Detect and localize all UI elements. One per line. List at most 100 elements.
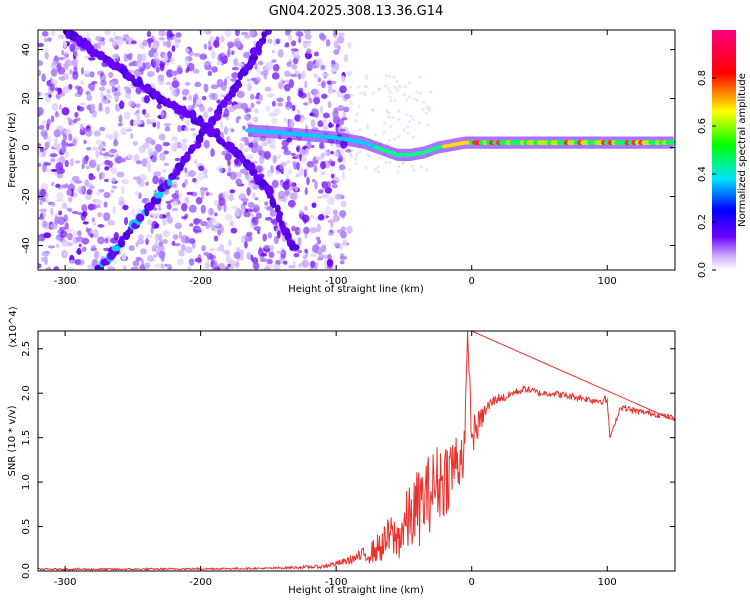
spectrogram-noise-cell bbox=[275, 169, 280, 175]
spectrogram-noise-cell bbox=[58, 93, 65, 97]
spectrogram-noise-cell bbox=[220, 35, 225, 43]
spectrogram-noise-cell bbox=[155, 233, 159, 242]
spectrogram-noise-cell bbox=[61, 239, 70, 247]
spectrogram-noise-cell bbox=[53, 129, 61, 138]
spectrogram-noise-cell bbox=[222, 191, 231, 200]
spectrogram-noise-cell bbox=[123, 86, 129, 90]
spectrogram-noise-cell bbox=[94, 250, 100, 260]
spectrogram-noise-cell bbox=[308, 97, 313, 104]
spectrogram-noise-cell bbox=[177, 141, 182, 149]
spectrogram-noise-cell bbox=[113, 95, 118, 101]
spectrogram-noise-cell bbox=[343, 54, 349, 63]
spectrogram-noise-cell bbox=[85, 146, 92, 151]
spectrogram-noise-cell bbox=[171, 136, 178, 142]
spectrogram-noise-cell bbox=[240, 31, 249, 36]
spectrogram-noise-cell bbox=[40, 256, 47, 263]
spectrogram-noise-cell bbox=[356, 112, 360, 116]
spectrogram-noise-cell bbox=[148, 39, 152, 48]
spectrogram-noise-cell bbox=[108, 71, 114, 79]
spectrogram-noise-cell bbox=[224, 152, 232, 161]
spectrogram-noise-cell bbox=[154, 143, 163, 152]
spectrogram-noise-cell bbox=[271, 100, 276, 107]
spectrogram-noise-cell bbox=[327, 219, 335, 224]
spectrogram-noise-cell bbox=[318, 32, 325, 40]
spectrogram-noise-cell bbox=[155, 66, 160, 73]
spectrogram-noise-cell bbox=[104, 178, 109, 183]
spectrogram-noise-cell bbox=[347, 41, 352, 49]
snr-frame bbox=[37, 330, 676, 572]
spectrogram-noise-cell bbox=[201, 191, 205, 200]
spectrogram-noise-cell bbox=[255, 100, 261, 105]
spectrogram-noise-cell bbox=[250, 93, 255, 100]
spectrogram-noise-cell bbox=[229, 171, 237, 180]
spectrogram-noise-cell bbox=[89, 175, 96, 180]
rising-feature-cell bbox=[220, 99, 228, 108]
spectrogram-noise-cell bbox=[203, 83, 209, 93]
spectrogram-noise-cell bbox=[325, 39, 331, 47]
spectrogram-noise-cell bbox=[397, 165, 401, 169]
spectrogram-noise-cell bbox=[335, 123, 340, 128]
spectrogram-noise-cell bbox=[354, 154, 358, 158]
spectrogram-noise-cell bbox=[79, 80, 85, 85]
spectrogram-noise-cell bbox=[366, 153, 370, 157]
spectrogram-noise-cell bbox=[145, 136, 153, 144]
spectrogram-noise-cell bbox=[38, 60, 44, 67]
spectrogram-noise-cell bbox=[295, 173, 300, 178]
spectrogram-noise-cell bbox=[313, 164, 318, 173]
spectrogram-noise-cell bbox=[261, 141, 268, 147]
spectrogram-noise-cell bbox=[277, 153, 281, 160]
spectrogram-noise-cell bbox=[339, 210, 347, 218]
spectrogram-noise-cell bbox=[99, 126, 106, 132]
spectrogram-noise-cell bbox=[215, 36, 220, 42]
spectrogram-noise-cell bbox=[161, 168, 167, 173]
spectrogram-noise-cell bbox=[406, 125, 410, 129]
spectrogram-noise-cell bbox=[346, 225, 353, 234]
spectrogram-noise-cell bbox=[64, 141, 69, 149]
spectrogram-noise-cell bbox=[95, 35, 102, 42]
spectrogram-noise-cell bbox=[181, 88, 190, 96]
spectrogram-noise-cell bbox=[286, 160, 291, 164]
spectrogram-noise-cell bbox=[164, 263, 168, 267]
spectrogram-noise-cell bbox=[418, 121, 422, 125]
spectrogram-y-ticks: -40 -20 0 20 40 bbox=[21, 43, 675, 254]
rising-feature-cell bbox=[260, 36, 267, 45]
spectrogram-noise-cell bbox=[405, 113, 409, 117]
spectrogram-noise-cell bbox=[350, 148, 354, 152]
spectrogram-noise-cell bbox=[306, 176, 310, 186]
spectrogram-noise-cell bbox=[203, 251, 210, 257]
spectrogram-noise-cell bbox=[227, 159, 231, 167]
spectrogram-noise-cell bbox=[234, 40, 242, 48]
spectrogram-noise-cell bbox=[309, 227, 318, 234]
spectrogram-noise-cell bbox=[354, 161, 358, 165]
spectrogram-noise-cell bbox=[55, 236, 60, 241]
spectrogram-noise-cell bbox=[320, 160, 326, 170]
spectrogram-noise-cell bbox=[309, 214, 315, 220]
spectrogram-noise-cell bbox=[333, 49, 340, 55]
spectrogram-noise-cell bbox=[356, 85, 360, 89]
spectrogram-noise-cell bbox=[111, 85, 116, 93]
spectrogram-noise-cell bbox=[295, 30, 304, 37]
spectrogram-noise-cell bbox=[208, 45, 213, 51]
spectrogram-noise-cell bbox=[321, 193, 329, 199]
spectrogram-noise-cell bbox=[59, 155, 66, 165]
spectrogram-noise-cell bbox=[281, 80, 286, 84]
spectrogram-noise-cell bbox=[246, 252, 252, 260]
spectrogram-noise-cell bbox=[43, 232, 52, 239]
spectrogram-noise-cell bbox=[211, 66, 218, 73]
spectrogram-frame bbox=[37, 29, 676, 271]
spectrogram-noise-cell bbox=[181, 216, 187, 220]
spectrogram-noise-cell bbox=[284, 42, 290, 48]
spectrogram-x-tick-label: 100 bbox=[598, 276, 617, 287]
spectrogram-noise-cell bbox=[188, 50, 194, 57]
spectrogram-noise-cell bbox=[208, 40, 212, 47]
spectrogram-noise-cell bbox=[242, 125, 246, 131]
spectrogram-noise-cell bbox=[178, 249, 185, 257]
spectrogram-noise-cell bbox=[38, 107, 44, 116]
spectrogram-noise-cell bbox=[160, 110, 165, 119]
spectrogram-noise-cell bbox=[172, 234, 179, 240]
spectrogram-noise-cell bbox=[41, 73, 46, 82]
spectrogram-noise-cell bbox=[103, 201, 108, 208]
spectrogram-noise-cell bbox=[244, 113, 252, 121]
spectrogram-noise-cell bbox=[38, 263, 42, 269]
spectrogram-noise-cell bbox=[131, 208, 135, 217]
